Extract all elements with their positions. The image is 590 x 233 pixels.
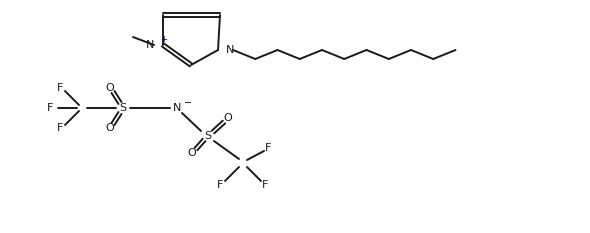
- Text: N: N: [173, 103, 181, 113]
- Text: O: O: [224, 113, 232, 123]
- Text: F: F: [57, 123, 63, 133]
- Text: F: F: [47, 103, 53, 113]
- Text: F: F: [262, 180, 268, 190]
- Text: F: F: [57, 83, 63, 93]
- Text: +: +: [160, 35, 167, 45]
- Text: S: S: [205, 131, 212, 141]
- Text: N: N: [226, 45, 234, 55]
- Text: N: N: [146, 40, 154, 50]
- Text: F: F: [217, 180, 223, 190]
- Text: O: O: [188, 148, 196, 158]
- Text: S: S: [119, 103, 127, 113]
- Text: −: −: [184, 98, 192, 108]
- Text: O: O: [106, 123, 114, 133]
- Text: O: O: [106, 83, 114, 93]
- Text: F: F: [265, 143, 271, 153]
